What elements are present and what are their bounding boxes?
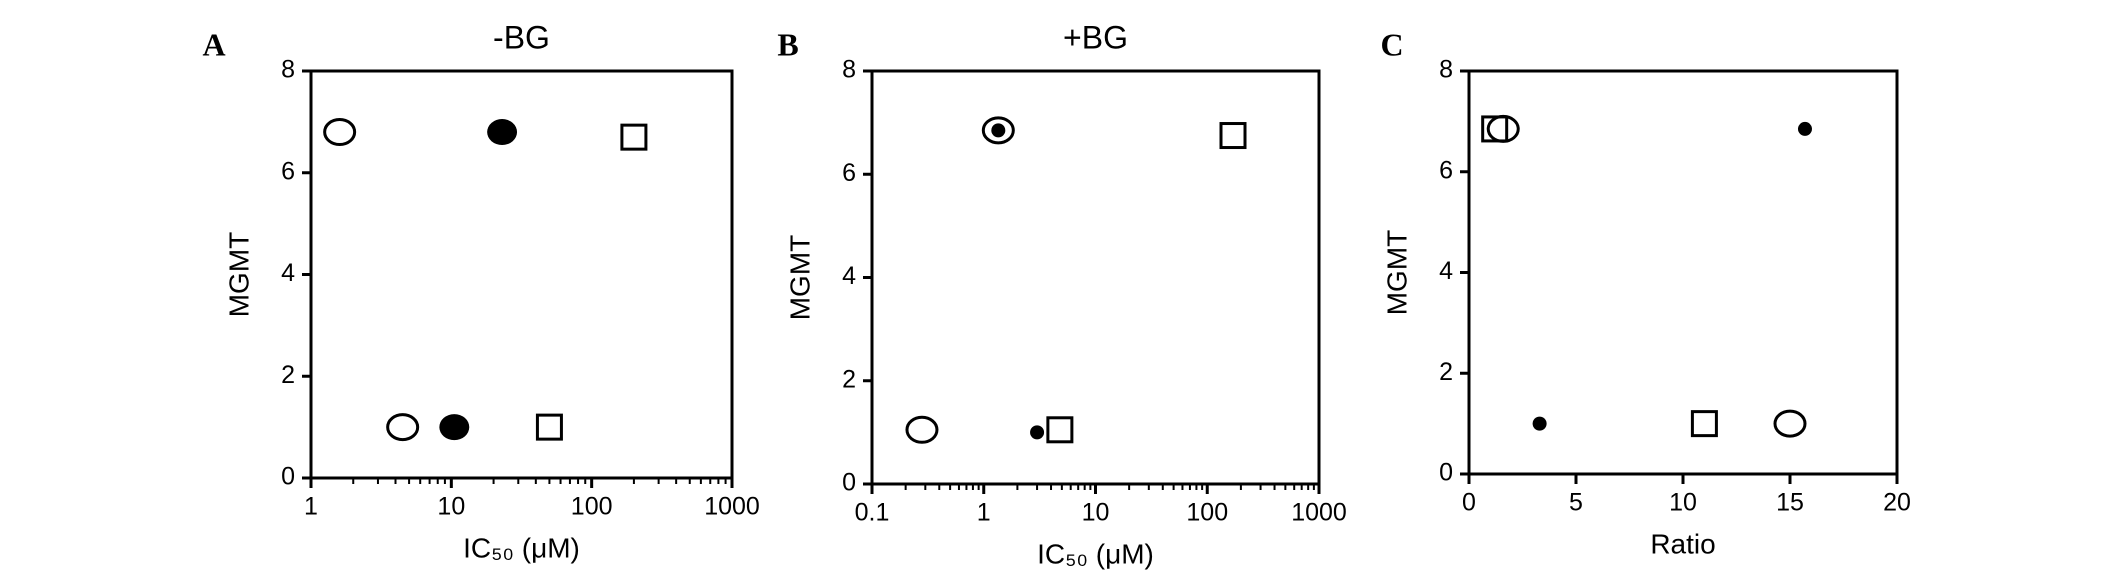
filled-circle-marker	[1030, 425, 1045, 440]
x-tick-label: 100	[571, 493, 613, 521]
y-tick-label: 6	[842, 159, 856, 187]
y-tick-label: 2	[842, 365, 856, 393]
square-marker	[1046, 416, 1074, 444]
y-tick-label: 8	[842, 56, 856, 84]
x-tick-label: 10	[437, 493, 465, 521]
y-tick-label: 8	[281, 56, 295, 84]
y-axis-label: MGMT	[223, 232, 254, 318]
y-tick-label: 4	[842, 262, 856, 290]
filled-circle-marker	[439, 414, 470, 441]
square-marker	[535, 413, 563, 441]
x-tick-label: 15	[1776, 489, 1804, 517]
x-axis-label: IC₅₀ (μM)	[463, 532, 580, 563]
open-circle-marker	[386, 413, 420, 442]
plot-frame	[309, 69, 734, 480]
y-axis-label: MGMT	[1381, 230, 1412, 316]
square-marker	[1690, 410, 1718, 438]
x-tick-label: 100	[1186, 499, 1228, 527]
plot-frame	[1467, 69, 1899, 476]
plot-frame	[870, 69, 1321, 486]
x-tick-label: 0.1	[855, 499, 890, 527]
y-tick-label: 2	[1439, 358, 1453, 386]
y-tick-label: 2	[281, 361, 295, 389]
square-marker	[1219, 122, 1247, 150]
filled-circle-marker	[487, 119, 518, 146]
x-axis-label: Ratio	[1650, 528, 1715, 559]
y-tick-label: 0	[1439, 459, 1453, 487]
open-circle-marker	[905, 415, 939, 444]
x-tick-label: 5	[1569, 489, 1583, 517]
x-axis-label: IC₅₀ (μM)	[1037, 538, 1154, 569]
filled-circle-marker	[1532, 416, 1547, 431]
y-tick-label: 6	[1439, 156, 1453, 184]
panel-label: C	[1380, 26, 1403, 62]
x-tick-label: 1000	[1291, 499, 1347, 527]
x-tick-label: 1	[304, 493, 318, 521]
y-axis-label: MGMT	[784, 235, 815, 321]
x-tick-label: 10	[1669, 489, 1697, 517]
open-circle-marker	[981, 116, 1015, 145]
x-tick-label: 20	[1883, 489, 1911, 517]
panel-label: A	[202, 26, 225, 62]
x-tick-label: 1	[977, 499, 991, 527]
square-marker	[1481, 115, 1509, 143]
open-circle-marker	[1486, 114, 1520, 143]
open-circle-marker	[1773, 409, 1807, 438]
y-tick-label: 8	[1439, 56, 1453, 84]
y-tick-label: 0	[281, 463, 295, 491]
square-marker	[620, 123, 648, 151]
x-tick-label: 10	[1082, 499, 1110, 527]
chart-title: -BG	[493, 19, 550, 55]
filled-circle-marker	[991, 123, 1006, 138]
y-tick-label: 0	[842, 469, 856, 497]
x-tick-label: 1000	[704, 493, 760, 521]
panel-label: B	[777, 26, 798, 62]
chart-title: +BG	[1063, 19, 1128, 55]
x-tick-label: 0	[1462, 489, 1476, 517]
y-tick-label: 6	[281, 157, 295, 185]
filled-circle-marker	[1797, 121, 1812, 136]
open-circle-marker	[323, 118, 357, 147]
y-tick-label: 4	[1439, 257, 1453, 285]
y-tick-label: 4	[281, 259, 295, 287]
